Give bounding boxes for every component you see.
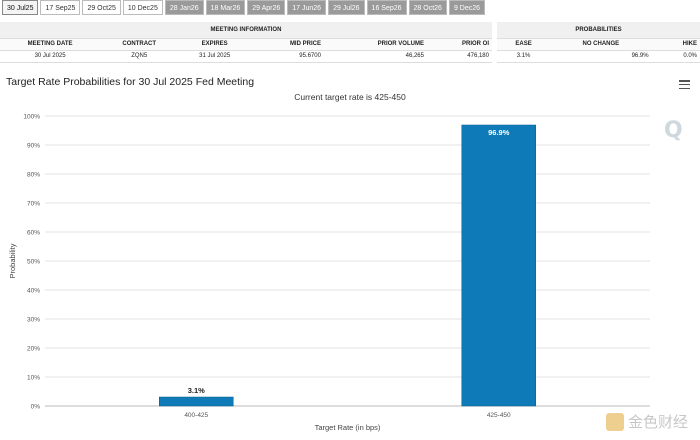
meeting-info-panel: MEETING INFORMATION MEETING DATE CONTRAC…	[0, 22, 700, 72]
cell-ease: 3.1%	[497, 50, 551, 63]
meeting-tabs: 30 Jul25 17 Sep25 29 Oct25 10 Dec25 28 Jan26…	[0, 0, 700, 18]
data-label-425-450: 96.9%	[488, 128, 510, 137]
y-tick-label-8: 80%	[27, 172, 40, 179]
col-meeting-date: MEETING DATE	[0, 38, 101, 51]
tab-meeting-9[interactable]: 16 Sep26	[366, 0, 407, 15]
col-prior-volume: PRIOR VOLUME	[323, 38, 427, 51]
y-tick-label-0: 0%	[31, 404, 41, 411]
chart-subtitle: Current target rate is 425-450	[294, 92, 406, 102]
col-no-change: NO CHANGE	[550, 38, 652, 51]
chart-menu-icon[interactable]	[679, 80, 690, 89]
watermark: 金色财经	[605, 411, 688, 432]
target-rate-chart: Target Rate Probabilities for 30 Jul 202…	[6, 76, 650, 432]
y-tick-label-5: 50%	[27, 259, 40, 266]
bar-425-450	[461, 124, 536, 407]
probabilities-table: PROBABILITIES EASE NO CHANGE HIKE 3.1% 9…	[497, 22, 700, 63]
watermark-logo-icon	[605, 412, 624, 431]
y-tick-label-2: 20%	[27, 346, 40, 353]
col-prior-oi: PRIOR OI	[426, 38, 492, 51]
quikstrike-logo: Q	[664, 118, 683, 143]
y-tick-label-7: 70%	[27, 201, 40, 208]
cell-prior-volume: 46,265	[323, 50, 427, 63]
y-tick-label-3: 30%	[27, 317, 40, 324]
x-axis-label: Target Rate (in bps)	[315, 423, 381, 432]
tab-meeting-0[interactable]: 30 Jul25	[2, 0, 39, 15]
col-expires: EXPIRES	[178, 38, 252, 51]
cell-mid-price: 95.6700	[251, 50, 324, 63]
col-contract: CONTRACT	[100, 38, 179, 51]
x-tick-label-1: 425-450	[487, 412, 511, 419]
col-hike: HIKE	[651, 38, 700, 51]
col-ease: EASE	[497, 38, 551, 51]
chart-title: Target Rate Probabilities for 30 Jul 202…	[6, 76, 254, 88]
y-tick-label-4: 40%	[27, 288, 40, 295]
y-tick-label-6: 60%	[27, 230, 40, 237]
tab-meeting-4[interactable]: 28 Jan26	[164, 0, 204, 15]
watermark-text: 金色财经	[627, 413, 688, 431]
tab-meeting-1[interactable]: 17 Sep25	[40, 0, 81, 15]
tab-meeting-10[interactable]: 28 Oct26	[408, 0, 447, 15]
meeting-information-table: MEETING INFORMATION MEETING DATE CONTRAC…	[0, 22, 492, 63]
cell-no-change: 96.9%	[550, 50, 652, 63]
cell-hike: 0.0%	[651, 50, 700, 63]
y-tick-label-1: 10%	[27, 375, 40, 382]
tab-meeting-7[interactable]: 17 Jun26	[287, 0, 327, 15]
tab-meeting-11[interactable]: 9 Dec26	[448, 0, 486, 15]
col-mid-price: MID PRICE	[251, 38, 324, 51]
cell-prior-oi: 476,180	[426, 50, 492, 63]
cell-expires: 31 Jul 2025	[178, 50, 252, 63]
tab-meeting-2[interactable]: 29 Oct25	[82, 0, 121, 15]
y-tick-label-9: 90%	[27, 143, 40, 150]
cell-contract: ZQN5	[100, 50, 179, 63]
tab-meeting-3[interactable]: 10 Dec25	[122, 0, 163, 15]
tab-meeting-8[interactable]: 29 Jul26	[328, 0, 365, 15]
x-tick-label-0: 400-425	[184, 412, 208, 419]
cell-meeting-date: 30 Jul 2025	[0, 50, 101, 63]
tab-meeting-6[interactable]: 29 Apr26	[247, 0, 286, 15]
meeting-information-title: MEETING INFORMATION	[0, 22, 492, 39]
y-axis-label: Probability	[8, 243, 17, 278]
data-label-400-425: 3.1%	[188, 386, 205, 395]
y-tick-label-10: 100%	[23, 114, 40, 121]
tab-meeting-5[interactable]: 18 Mar26	[205, 0, 246, 15]
bar-400-425	[159, 396, 234, 407]
probabilities-title: PROBABILITIES	[497, 22, 700, 39]
